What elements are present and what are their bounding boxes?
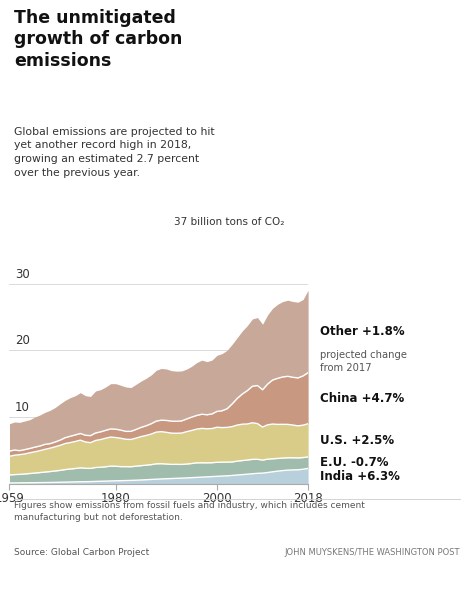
Text: Global emissions are projected to hit
yet another record high in 2018,
growing a: Global emissions are projected to hit ye… [14, 127, 215, 178]
Text: Other +1.8%: Other +1.8% [320, 325, 405, 338]
Text: JOHN MUYSKENS/THE WASHINGTON POST: JOHN MUYSKENS/THE WASHINGTON POST [284, 548, 460, 556]
Text: U.S. +2.5%: U.S. +2.5% [320, 434, 394, 447]
Text: The unmitigated
growth of carbon
emissions: The unmitigated growth of carbon emissio… [14, 9, 182, 70]
Text: 10: 10 [15, 401, 30, 414]
Text: E.U. -0.7%: E.U. -0.7% [320, 456, 389, 469]
Text: India +6.3%: India +6.3% [320, 470, 400, 483]
Text: projected change
from 2017: projected change from 2017 [320, 350, 407, 373]
Text: 30: 30 [15, 267, 30, 281]
Text: Figures show emissions from fossil fuels and industry, which includes cement
man: Figures show emissions from fossil fuels… [14, 502, 365, 522]
Text: Source: Global Carbon Project: Source: Global Carbon Project [14, 548, 149, 556]
Text: China +4.7%: China +4.7% [320, 392, 404, 405]
Text: 20: 20 [15, 335, 30, 348]
Text: 37 billion tons of CO₂: 37 billion tons of CO₂ [174, 217, 284, 227]
